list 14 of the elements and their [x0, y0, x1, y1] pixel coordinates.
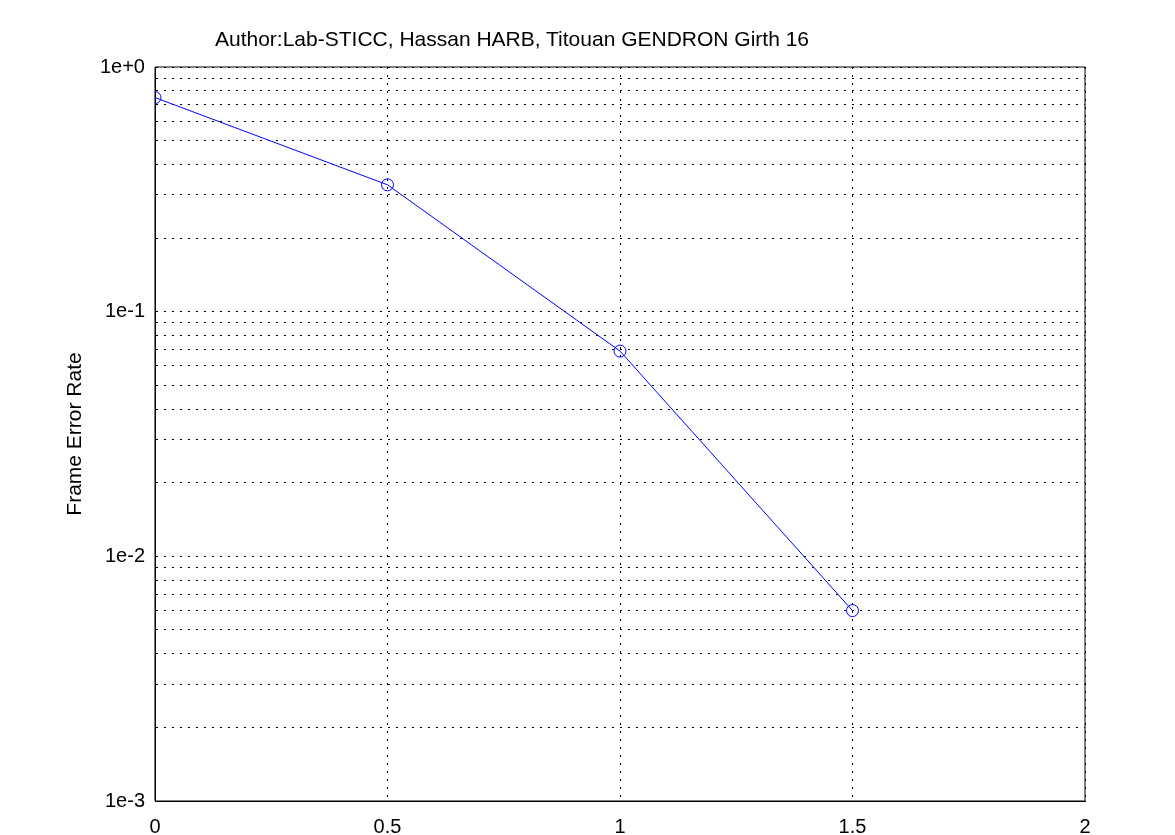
x-tick-label: 1.5: [838, 814, 867, 835]
y-tick-label: 1e-3: [104, 788, 145, 811]
y-tick-label: 1e-2: [104, 543, 145, 566]
y-axis-title: Frame Error Rate: [61, 352, 85, 516]
x-tick-label: 0.5: [373, 814, 402, 835]
point: [381, 178, 394, 192]
x-tick-label: 0: [149, 814, 161, 835]
x-tick-label: 2: [1079, 814, 1091, 835]
point: [846, 604, 859, 618]
point: [613, 344, 627, 358]
x-tick-label: 1: [614, 814, 626, 835]
y-tick-label: 1e+0: [99, 54, 145, 77]
y-tick-label: 1e-1: [104, 299, 145, 322]
chart-title: Author:Lab-STICC, Hassan HARB, Titouan GENDRON Girth 16: [214, 26, 810, 50]
